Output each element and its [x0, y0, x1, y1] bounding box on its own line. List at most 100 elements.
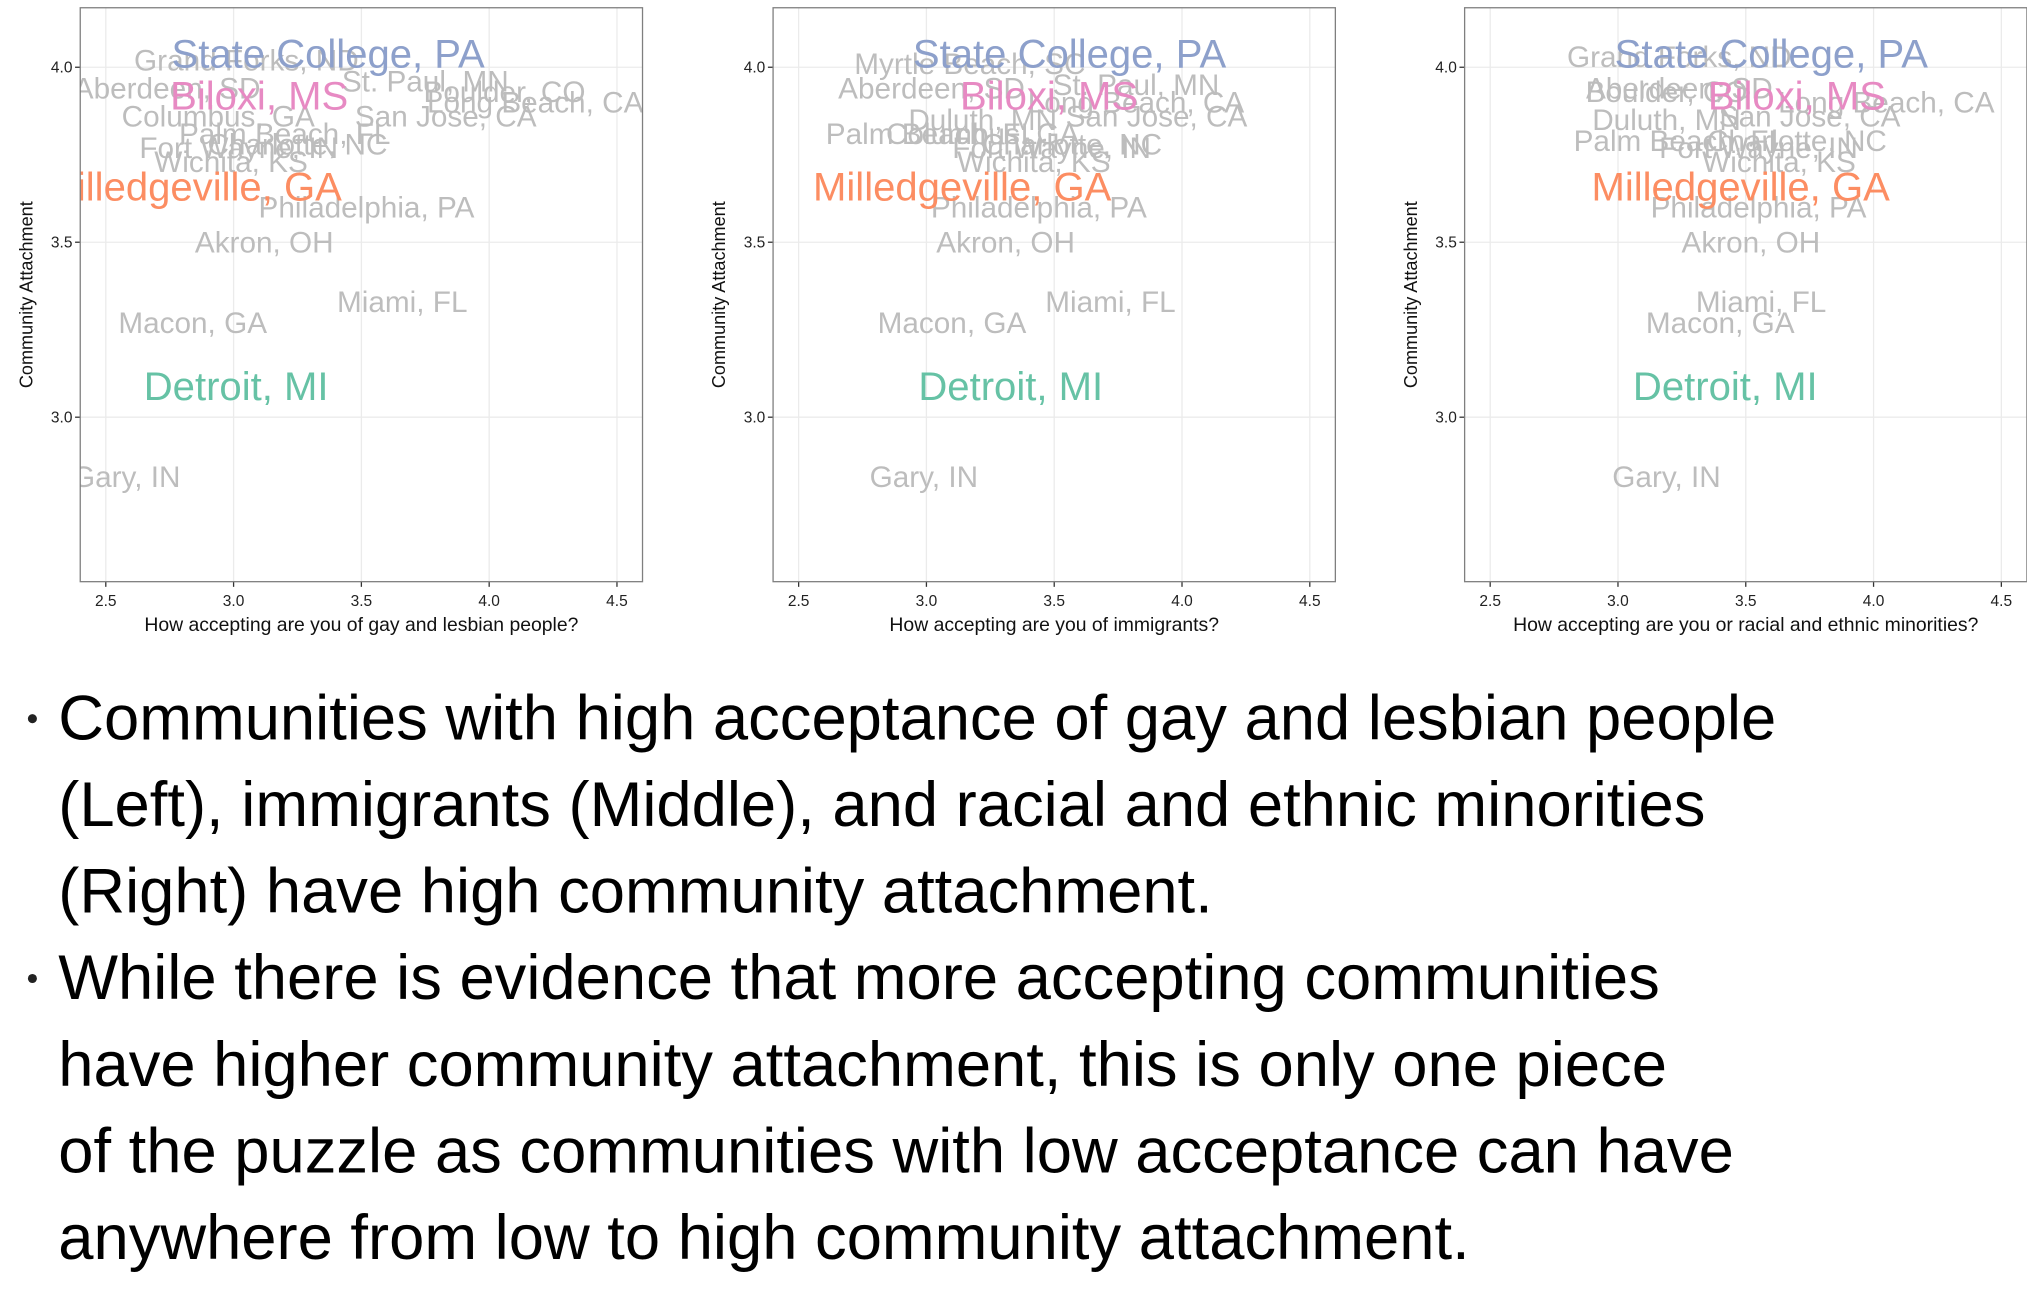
x-tick-label: 3.5: [1043, 593, 1065, 610]
city-label: San Jose, CA: [355, 101, 537, 134]
plot-border: [79, 7, 644, 583]
city-label: Aberdeen, SD: [74, 73, 261, 106]
city-label: Wichita, KS: [957, 146, 1111, 179]
city-label: Duluth, MN: [908, 104, 1057, 137]
city-label: St. Paul, MN: [1053, 69, 1220, 102]
city-label: Detroit, MI: [918, 365, 1103, 409]
city-label: Grand Forks, ND: [134, 45, 359, 78]
city-label: San Jose, CA: [1066, 101, 1248, 134]
bullet-text: anywhere from low to high community atta…: [58, 1203, 1469, 1273]
x-tick-label: 2.5: [95, 593, 117, 610]
city-label: Grand Forks, ND: [1567, 41, 1792, 74]
city-label: Miami, FL: [1045, 286, 1175, 319]
city-label: Long Beach, CA: [1778, 87, 1995, 120]
city-label: Charlotte, NC: [1707, 125, 1887, 158]
city-label: Fort Wayne, IN: [1659, 132, 1858, 165]
city-label: Biloxi, MS: [170, 74, 348, 118]
x-tick-label: 4.0: [1171, 593, 1193, 610]
city-label: Fort Wayne, IN: [139, 132, 338, 165]
y-tick-label: 3.5: [1435, 234, 1457, 251]
x-tick-label: 3.0: [1607, 593, 1629, 610]
city-label: San Jose, CA: [1719, 101, 1901, 134]
city-label: Boulder, CO: [424, 76, 586, 109]
x-tick-label: 4.5: [1991, 593, 2013, 610]
x-tick-label: 4.0: [478, 593, 500, 610]
city-label: Myrtle Beach, SC: [854, 48, 1085, 81]
city-label: Gary, IN: [1612, 461, 1720, 494]
city-label: Philadelphia, PA: [931, 192, 1147, 225]
city-label: Aberdeen, SD: [1586, 73, 1773, 106]
y-tick-label: 3.5: [744, 234, 766, 251]
city-label: Biloxi, MS: [960, 74, 1138, 118]
city-label: Miami, FL: [1696, 286, 1826, 319]
y-tick-label: 3.5: [51, 234, 73, 251]
bullet-text: of the puzzle as communities with low ac…: [58, 1116, 1734, 1186]
y-tick-label: 4.0: [744, 59, 766, 76]
city-label: State College, PA: [172, 32, 486, 76]
x-tick-label: 4.5: [1299, 593, 1321, 610]
city-label: Charlotte, NC: [982, 129, 1162, 162]
city-label: Fort Wayne, IN: [952, 132, 1151, 165]
bullet-dot: [27, 973, 37, 984]
x-tick-label: 4.0: [1863, 593, 1885, 610]
bullet-text: (Right) have high community attachment.: [58, 857, 1213, 927]
y-axis-title: Community Attachment: [16, 201, 36, 388]
x-tick-label: 3.0: [916, 593, 938, 610]
city-label: State College, PA: [913, 32, 1227, 76]
city-label: Philadelphia, PA: [1651, 192, 1867, 225]
x-tick-label: 2.5: [1479, 593, 1501, 610]
x-tick-label: 2.5: [788, 593, 810, 610]
city-label: Detroit, MI: [1633, 365, 1818, 409]
chart: 2.5 3.0 3.5 4.0 4.5 3.0 3.5 4.0 Myrtle Beach, SC…: [709, 7, 1337, 636]
city-label: St. Paul, MN: [342, 66, 509, 99]
bullet-text: While there is evidence that more accept…: [58, 943, 1660, 1013]
city-label: Columbus, GA: [122, 101, 315, 134]
city-label: Milledgeville, GA: [44, 165, 343, 209]
y-tick-label: 3.0: [1435, 409, 1457, 426]
y-tick-label: 4.0: [51, 59, 73, 76]
x-axis-title: How accepting are you or racial and ethn…: [1513, 614, 1978, 636]
bullet-text: (Left), immigrants (Middle), and racial …: [58, 770, 1705, 840]
city-label: Long Beach, CA: [427, 87, 644, 120]
y-tick-label: 3.0: [744, 409, 766, 426]
plot-border: [772, 7, 1337, 583]
city-label: Milledgeville, GA: [1591, 165, 1890, 209]
chart: 2.5 3.0 3.5 4.0 4.53.03.54.0 Grand Forks, NDA…: [16, 7, 644, 636]
x-tick-label: 3.5: [351, 593, 373, 610]
city-label: Akron, OH: [1682, 227, 1821, 260]
city-label: Duluth, MN: [1592, 104, 1741, 137]
y-axis-title: Community Attachment: [709, 201, 729, 388]
city-label: Gary, IN: [72, 461, 180, 494]
x-tick-label: 3.0: [223, 593, 245, 610]
city-label: Philadelphia, PA: [259, 192, 475, 225]
y-axis-title: Community Attachment: [1401, 201, 1421, 388]
x-tick-label: 4.5: [606, 593, 628, 610]
city-label: State College, PA: [1615, 32, 1929, 76]
x-axis-title: How accepting are you of gay and lesbian…: [144, 614, 578, 636]
city-label: Boulder, CO: [1586, 76, 1748, 109]
city-label: Macon, GA: [118, 307, 267, 340]
city-label: Milledgeville, GA: [813, 165, 1112, 209]
city-label: Palm Beach, FL: [1574, 125, 1785, 158]
city-label: Akron, OH: [936, 227, 1075, 260]
city-label: Macon, GA: [1646, 307, 1795, 340]
city-label: Biloxi, MS: [1708, 74, 1886, 118]
city-label: Aberdeen, SD: [838, 73, 1025, 106]
bullet-text: have higher community attachment, this i…: [58, 1030, 1667, 1100]
city-label: Palm Beach, FL: [179, 118, 390, 151]
city-label: Gary, IN: [870, 461, 978, 494]
city-label: Palm Beach, FL: [826, 118, 1037, 151]
bullet-text: Communities with high acceptance of gay …: [58, 683, 1776, 753]
city-label: Charlotte, NC: [207, 129, 387, 162]
y-tick-label: 4.0: [1435, 59, 1457, 76]
city-label: Macon, GA: [878, 307, 1027, 340]
city-label: Wichita, KS: [154, 146, 308, 179]
x-axis-title: How accepting are you of immigrants?: [889, 614, 1219, 636]
city-label: Columbus, GA: [886, 118, 1079, 151]
city-label: Miami, FL: [337, 286, 467, 319]
x-tick-label: 3.5: [1735, 593, 1757, 610]
